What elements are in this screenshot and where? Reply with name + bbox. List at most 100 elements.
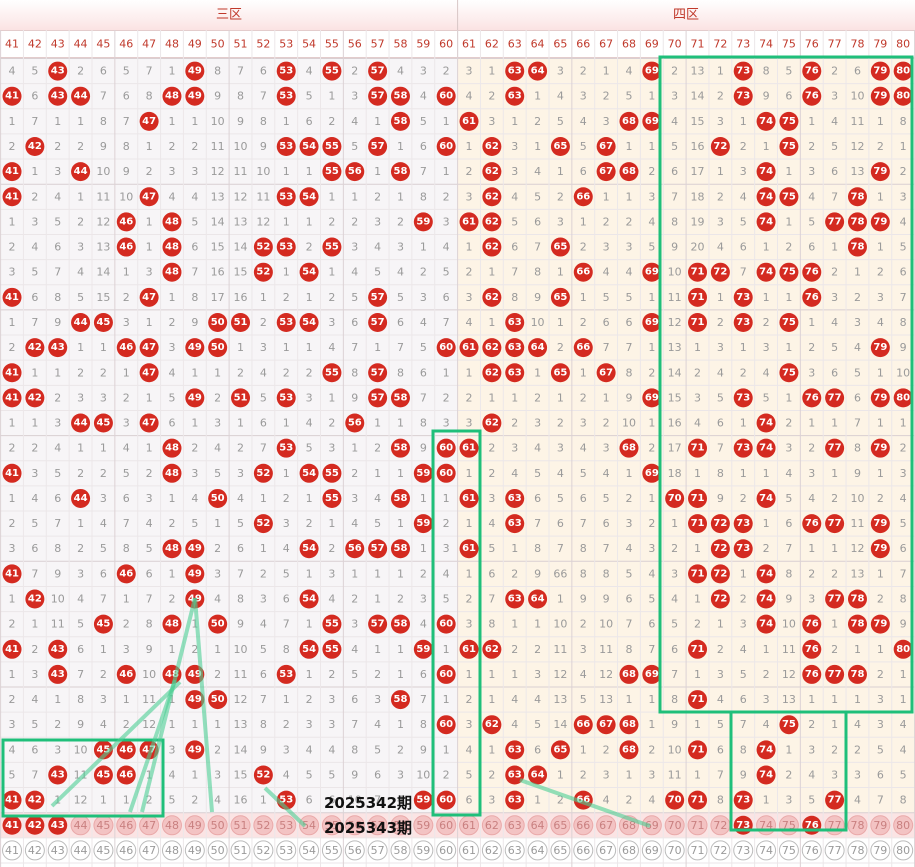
miss-count: 2 <box>603 743 610 756</box>
miss-count: 4 <box>9 65 16 78</box>
hit-number: 76 <box>805 91 819 102</box>
hit-ball <box>116 740 136 760</box>
miss-count: 4 <box>214 794 221 807</box>
picker-ball <box>550 815 571 836</box>
miss-count: 8 <box>671 693 678 706</box>
miss-count: 2 <box>717 316 724 329</box>
hit-ball <box>2 287 22 307</box>
miss-count: 16 <box>668 417 682 430</box>
miss-count: 3 <box>488 115 495 128</box>
hit-number: 69 <box>645 392 659 403</box>
miss-count: 11 <box>850 115 864 128</box>
hit-ball <box>436 664 456 684</box>
miss-count: 1 <box>214 366 221 379</box>
miss-count: 5 <box>54 215 61 228</box>
hit-ball <box>276 237 296 257</box>
hit-number: 52 <box>256 518 270 529</box>
hit-number: 47 <box>142 116 156 127</box>
hit-ball <box>825 438 845 458</box>
miss-count: 8 <box>900 316 907 329</box>
hit-number: 51 <box>234 317 248 328</box>
hit-number: 61 <box>462 493 476 504</box>
picker-number: 65 <box>553 819 567 832</box>
miss-count: 1 <box>694 718 701 731</box>
miss-count: 1 <box>900 140 907 153</box>
miss-count: 1 <box>511 542 518 555</box>
blank-number: 53 <box>279 844 293 857</box>
column-label: 69 <box>645 38 659 51</box>
hit-ball <box>802 664 822 684</box>
miss-count: 6 <box>740 241 747 254</box>
miss-count: 4 <box>648 567 655 580</box>
miss-count: 2 <box>580 768 587 781</box>
hit-number: 58 <box>394 116 408 127</box>
miss-count: 3 <box>328 442 335 455</box>
hit-number: 77 <box>828 216 842 227</box>
hit-number: 46 <box>119 342 133 353</box>
miss-count: 4 <box>580 668 587 681</box>
miss-count: 1 <box>443 366 450 379</box>
miss-count: 2 <box>808 442 815 455</box>
miss-count: 5 <box>534 718 541 731</box>
miss-count: 1 <box>488 391 495 404</box>
miss-count: 1 <box>374 341 381 354</box>
picker-ball <box>390 815 411 836</box>
hit-ball <box>756 614 776 634</box>
hit-ball <box>390 539 410 559</box>
hit-ball <box>322 463 342 483</box>
blank-ball <box>710 840 731 861</box>
hit-ball <box>185 690 205 710</box>
miss-count: 1 <box>557 316 564 329</box>
miss-count: 1 <box>306 668 313 681</box>
miss-count: 1 <box>9 593 16 606</box>
hit-ball <box>642 463 662 483</box>
picker-number: 44 <box>74 819 88 832</box>
miss-count: 4 <box>603 794 610 807</box>
hit-number: 68 <box>622 719 636 730</box>
miss-count: 2 <box>648 165 655 178</box>
hit-number: 69 <box>645 669 659 680</box>
picker-ball <box>367 815 388 836</box>
hit-ball <box>116 564 136 584</box>
column-label: 56 <box>348 38 362 51</box>
column-label: 57 <box>371 38 385 51</box>
miss-count: 10 <box>531 316 545 329</box>
miss-count: 3 <box>603 115 610 128</box>
miss-count: 8 <box>785 567 792 580</box>
miss-count: 3 <box>168 341 175 354</box>
miss-count: 2 <box>763 316 770 329</box>
hit-number: 69 <box>645 116 659 127</box>
miss-count: 3 <box>877 718 884 731</box>
miss-count: 3 <box>77 391 84 404</box>
miss-count: 2 <box>9 241 16 254</box>
miss-count: 2 <box>808 140 815 153</box>
miss-count: 1 <box>808 417 815 430</box>
column-label: 54 <box>302 38 316 51</box>
hit-number: 44 <box>74 166 88 177</box>
miss-count: 4 <box>671 115 678 128</box>
miss-count: 8 <box>397 366 404 379</box>
hit-number: 41 <box>5 292 19 303</box>
hit-number: 53 <box>279 443 293 454</box>
hit-ball <box>25 388 45 408</box>
hit-number: 55 <box>325 66 339 77</box>
miss-count: 1 <box>100 341 107 354</box>
miss-count: 2 <box>877 140 884 153</box>
hit-ball <box>2 187 22 207</box>
miss-count: 5 <box>900 517 907 530</box>
hit-number: 55 <box>325 493 339 504</box>
miss-count: 3 <box>671 567 678 580</box>
blank-number: 44 <box>74 844 88 857</box>
hit-number: 43 <box>51 769 65 780</box>
miss-count: 3 <box>351 492 358 505</box>
miss-count: 9 <box>100 140 107 153</box>
hit-ball <box>93 740 113 760</box>
blank-ball <box>778 840 799 861</box>
hit-number: 60 <box>439 669 453 680</box>
miss-count: 1 <box>237 417 244 430</box>
miss-count: 3 <box>580 417 587 430</box>
miss-count: 12 <box>234 190 248 203</box>
picker-number: 62 <box>485 819 499 832</box>
hit-number: 60 <box>439 342 453 353</box>
hit-ball <box>162 463 182 483</box>
